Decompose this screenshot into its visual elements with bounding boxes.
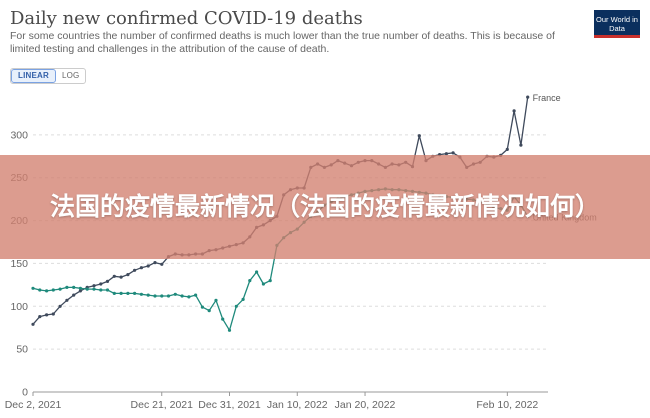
y-tick-label: 0 (22, 387, 28, 399)
france-point (505, 147, 509, 151)
france-point (38, 315, 42, 319)
united-kingdom-point (153, 294, 157, 298)
united-kingdom-point (241, 297, 245, 301)
chart-title: Daily new confirmed COVID-19 deaths (10, 8, 363, 29)
united-kingdom-point (146, 293, 150, 297)
united-kingdom-point (31, 286, 35, 290)
france-point (51, 312, 55, 316)
y-tick-label: 300 (10, 129, 28, 141)
united-kingdom-point (72, 285, 76, 289)
united-kingdom-point (207, 309, 211, 313)
united-kingdom-point (78, 286, 82, 290)
france-point (417, 134, 421, 138)
france-series-label: France (533, 93, 561, 103)
france-point (519, 143, 523, 147)
y-tick-label: 150 (10, 258, 28, 270)
united-kingdom-point (85, 287, 89, 291)
x-tick-label: Dec 2, 2021 (5, 399, 62, 411)
france-point (146, 264, 150, 268)
france-point (526, 95, 530, 99)
owid-logo[interactable]: Our World in Data (594, 10, 640, 38)
united-kingdom-point (194, 293, 198, 297)
united-kingdom-point (45, 289, 49, 293)
united-kingdom-point (248, 279, 252, 283)
france-point (112, 274, 116, 278)
france-point (78, 289, 82, 293)
france-point (126, 273, 130, 277)
united-kingdom-point (173, 292, 177, 296)
france-point (153, 261, 157, 265)
united-kingdom-point (139, 292, 143, 296)
overlay-banner: 法国的疫情最新情况（法国的疫情最新情况如何） (0, 155, 650, 259)
france-point (451, 151, 455, 155)
united-kingdom-point (105, 288, 110, 292)
x-tick-label: Dec 21, 2021 (131, 399, 194, 411)
united-kingdom-point (166, 294, 171, 298)
united-kingdom-point (99, 288, 103, 292)
x-tick-label: Jan 20, 2022 (335, 399, 396, 411)
united-kingdom-point (261, 282, 265, 286)
france-point (105, 279, 110, 283)
banner-text: 法国的疫情最新情况（法国的疫情最新情况如何） (49, 192, 600, 221)
united-kingdom-point (187, 295, 191, 299)
chart-subtitle: For some countries the number of confirm… (10, 30, 555, 55)
y-tick-label: 100 (10, 301, 28, 313)
united-kingdom-point (119, 291, 123, 295)
france-point (160, 262, 164, 266)
united-kingdom-point (255, 270, 259, 274)
united-kingdom-point (268, 279, 272, 283)
united-kingdom-point (221, 317, 225, 321)
france-point (139, 266, 143, 270)
united-kingdom-point (227, 328, 232, 332)
france-point (92, 284, 96, 288)
y-tick-label: 50 (16, 344, 28, 356)
france-point (512, 109, 516, 113)
france-point (45, 313, 49, 317)
united-kingdom-point (65, 285, 69, 289)
united-kingdom-point (214, 298, 218, 302)
united-kingdom-point (234, 304, 238, 308)
x-tick-label: Dec 31, 2021 (198, 399, 261, 411)
x-tick-label: Feb 10, 2022 (476, 399, 538, 411)
france-point (31, 322, 35, 326)
france-point (72, 293, 76, 297)
scale-toggle: LINEAR LOG (10, 68, 87, 84)
united-kingdom-point (126, 291, 130, 295)
united-kingdom-point (38, 288, 42, 292)
france-point (133, 268, 137, 272)
united-kingdom-point (112, 291, 116, 295)
united-kingdom-point (200, 305, 204, 309)
france-point (119, 275, 123, 279)
united-kingdom-point (92, 287, 96, 291)
united-kingdom-point (51, 288, 55, 292)
france-point (444, 152, 448, 156)
log-scale-button[interactable]: LOG (61, 71, 80, 80)
united-kingdom-point (180, 294, 184, 298)
france-point (65, 298, 69, 302)
x-tick-label: Jan 10, 2022 (267, 399, 328, 411)
united-kingdom-point (160, 294, 164, 298)
linear-scale-button[interactable]: LINEAR (11, 69, 56, 83)
france-point (99, 282, 103, 286)
united-kingdom-point (58, 287, 62, 291)
france-point (58, 304, 62, 308)
united-kingdom-point (133, 291, 137, 295)
